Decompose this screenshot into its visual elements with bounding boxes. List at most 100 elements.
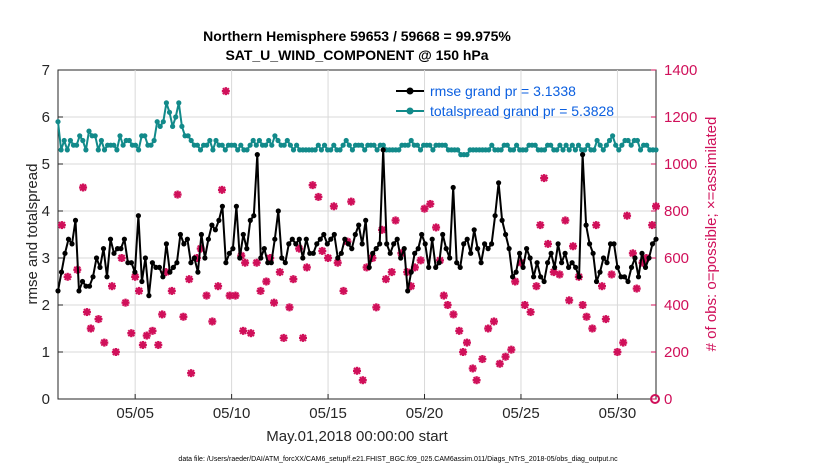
rmse-point <box>468 250 474 256</box>
rmse-point <box>496 180 502 186</box>
totalspread-point <box>548 142 554 148</box>
y-right-tick-label: 800 <box>664 203 689 220</box>
obs-stroke <box>555 270 564 279</box>
totalspread-point <box>606 137 613 144</box>
chart-title-line1: Northern Hemisphere 59653 / 59668 = 99.9… <box>203 28 511 44</box>
rmse-point <box>198 231 204 238</box>
totalspread-point <box>114 147 120 153</box>
totalspread-point <box>504 142 510 148</box>
totalspread-point <box>340 142 346 148</box>
obs-stroke <box>592 221 600 229</box>
totalspread-point <box>557 142 563 148</box>
x-axis-label: May.01,2018 00:00:00 start <box>266 428 448 445</box>
rmse-point <box>303 236 309 242</box>
rmse-point <box>639 250 645 256</box>
rmse-point <box>139 278 145 285</box>
obs-stroke <box>426 200 435 208</box>
obs-stroke <box>208 317 217 326</box>
totalspread-point <box>204 142 210 148</box>
chart-title-line2: SAT_U_WIND_COMPONENT @ 150 hPa <box>225 47 488 63</box>
rmse-point <box>394 236 400 242</box>
totalspread-point <box>594 137 600 144</box>
rmse-point <box>226 250 232 256</box>
assimilated-obs-point <box>308 181 317 190</box>
totalspread-series <box>55 100 659 158</box>
rmse-point <box>321 231 327 238</box>
rmse-point <box>621 274 628 280</box>
rmse-point <box>489 241 495 247</box>
obs-stroke <box>484 324 492 333</box>
totalspread-point <box>575 142 582 148</box>
totalspread-point <box>464 152 470 158</box>
assimilated-obs-point <box>214 282 223 291</box>
obs-stroke <box>241 258 249 267</box>
rmse-point <box>419 231 425 238</box>
assimilated-obs-point <box>623 211 632 220</box>
totalspread-point <box>405 142 411 148</box>
rmse-point <box>100 246 107 252</box>
assimilated-obs-point <box>173 190 182 199</box>
totalspread-point <box>222 147 228 153</box>
assimilated-obs-point <box>652 202 660 211</box>
obs-stroke <box>187 369 195 377</box>
totalspread-point <box>653 147 659 153</box>
rmse-point <box>212 227 218 233</box>
obs-stroke <box>308 181 317 189</box>
y-left-tick-label: 7 <box>42 62 50 79</box>
rmse-point <box>580 152 586 158</box>
y-left-tick-label: 3 <box>42 250 50 267</box>
assimilated-obs-point <box>86 324 95 333</box>
rmse-point <box>181 241 187 247</box>
assimilated-obs-point <box>154 340 163 349</box>
obs-stroke <box>382 275 390 283</box>
rmse-point <box>559 260 565 266</box>
y-right-tick-label: 1200 <box>664 109 697 126</box>
totalspread-point <box>321 142 328 148</box>
totalspread-point <box>371 142 377 148</box>
x-tick-label: 05/10 <box>213 405 251 422</box>
rmse-point <box>513 269 519 275</box>
assimilated-obs-point <box>231 291 240 300</box>
obs-stroke <box>478 355 487 363</box>
totalspread-point <box>634 137 641 144</box>
assimilated-obs-point <box>478 355 487 364</box>
rmse-point <box>454 260 460 266</box>
assimilated-obs-point <box>628 249 637 258</box>
totalspread-point <box>120 142 126 148</box>
obs-stroke <box>108 282 116 290</box>
obs-stroke <box>536 221 544 229</box>
obs-stroke <box>490 317 498 326</box>
totalspread-point <box>142 133 148 139</box>
totalspread-point <box>312 147 318 153</box>
obs-stroke <box>449 310 458 319</box>
y-right-tick-label: 0 <box>664 391 672 408</box>
rmse-point <box>93 255 100 261</box>
totalspread-point <box>269 142 275 148</box>
rmse-point <box>195 269 201 275</box>
rmse-point <box>391 241 397 247</box>
obs-stroke <box>222 87 230 95</box>
rmse-point <box>55 288 61 294</box>
rmse-point <box>387 250 393 256</box>
obs-markers <box>57 87 661 404</box>
rmse-point <box>398 255 404 261</box>
y-right-tick-label: 600 <box>664 250 689 267</box>
assimilated-obs-point <box>353 366 361 375</box>
rmse-point <box>244 246 250 252</box>
totalspread-point <box>616 147 622 153</box>
obs-stroke <box>472 376 481 384</box>
obs-stroke <box>648 221 656 229</box>
y-left-tick-label: 6 <box>42 109 50 126</box>
totalspread-point <box>256 137 262 144</box>
totalspread-point <box>613 142 619 148</box>
rmse-point <box>342 236 348 242</box>
obs-stroke <box>262 277 271 286</box>
obs-stroke <box>411 263 419 272</box>
legend-rmse-marker <box>406 87 414 95</box>
legend-rmse-label: rmse grand pr = 3.1338 <box>430 83 576 99</box>
totalspread-point <box>250 137 256 144</box>
totalspread-point <box>600 147 606 153</box>
totalspread-point <box>185 133 191 139</box>
assimilated-obs-point <box>372 303 381 312</box>
rmse-point <box>555 241 561 247</box>
